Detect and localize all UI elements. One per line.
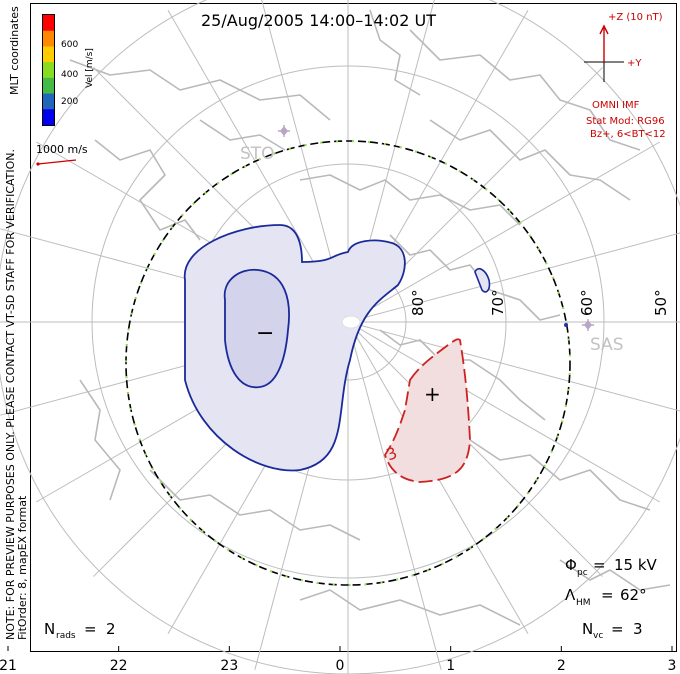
svg-text:HM: HM: [576, 598, 591, 608]
svg-text:=: =: [601, 586, 614, 604]
station-label-sto: STO: [240, 144, 275, 164]
potential-max-marker: +: [424, 382, 441, 406]
mlt-tick-label: 23: [220, 658, 238, 674]
mlt-tick-label: 3: [668, 658, 677, 674]
color-bar-tick-600: 600: [61, 40, 78, 50]
coastlines: [69, 9, 671, 626]
svg-text:=: =: [611, 620, 624, 638]
stat-lambda-hm: Λ HM = 62°: [565, 586, 647, 608]
meridian-line: [347, 141, 661, 323]
positive-potential-cell: [384, 338, 471, 483]
mlt-axis: 21 22 23 0 1 2 3: [0, 646, 676, 674]
stat-model-line1: Stat Mod: RG96: [586, 116, 665, 127]
plot-frame: [30, 3, 677, 652]
station-sto: STO: [240, 125, 290, 164]
color-bar-segment: [43, 77, 54, 95]
latitude-label-60: 60°: [578, 289, 596, 316]
phi-pc-value: 15 kV: [614, 556, 658, 574]
velocity-scale-dot: [36, 162, 40, 166]
lambda-hm-value: 62°: [620, 586, 647, 604]
color-bar-tick-200: 200: [61, 97, 78, 107]
mlt-tick-label: 2: [557, 658, 566, 674]
velocity-scale-bar: [37, 159, 77, 165]
meridian-line: [347, 321, 603, 577]
imf-caption: OMNI IMF: [592, 100, 640, 111]
svg-text:=: =: [593, 556, 606, 574]
mlt-tick-label: 0: [336, 658, 345, 674]
preview-disclaimer: NOTE: FOR PREVIEW PURPOSES ONLY. PLEASE …: [4, 149, 17, 640]
color-bar-segment: [43, 30, 54, 47]
stat-phi-pc: Φ pc = 15 kV: [565, 556, 658, 578]
stat-n-vc: N vc = 3: [582, 620, 643, 641]
imf-z-label: +Z (10 nT): [608, 12, 663, 23]
n-vc-value: 3: [633, 620, 643, 638]
station-sas: SAS: [582, 319, 624, 355]
heppner-maynard-boundary: [125, 140, 571, 586]
svg-text:pc: pc: [577, 568, 588, 578]
meridian-line: [347, 321, 680, 412]
coordinates-label: MLT coordinates: [8, 6, 21, 95]
potential-min-marker: −: [256, 321, 274, 346]
imf-y-label: +Y: [627, 58, 642, 69]
svg-text:Λ: Λ: [565, 586, 576, 604]
meridian-line: [347, 321, 661, 503]
n-rads-value: 2: [106, 620, 116, 638]
color-bar-segment: [43, 15, 54, 32]
vector-dot: [564, 323, 568, 327]
color-bar-segment: [43, 46, 54, 63]
color-bar-segment: [43, 93, 54, 110]
color-bar-tick-400: 400: [61, 70, 78, 80]
imf-dial: +Z (10 nT) +Y OMNI IMF Stat Mod: RG96 Bz…: [584, 12, 666, 140]
stat-n-rads: N rads = 2: [44, 620, 116, 641]
velocity-color-bar: [43, 15, 54, 126]
color-bar-unit: Vel [m/s]: [85, 48, 95, 88]
map-title: 25/Aug/2005 14:00–14:02 UT: [201, 11, 436, 30]
negative-inner-contour: [223, 268, 290, 389]
meridian-line: [347, 321, 442, 670]
negative-potential-cell: [184, 224, 406, 472]
fit-order-note: FitOrder: 8, mapEX format: [16, 495, 29, 640]
svg-text:rads: rads: [56, 631, 76, 641]
color-bar-segment: [43, 109, 54, 126]
meridian-line: [347, 232, 680, 323]
stat-model-line2: Bz+, 6<BT<12: [590, 129, 666, 140]
color-bar-segment: [43, 62, 54, 79]
svg-text:vc: vc: [593, 631, 603, 641]
mlt-tick-label: 1: [446, 658, 455, 674]
latitude-label-80: 80°: [409, 289, 427, 316]
mlt-tick-label: 21: [0, 658, 17, 674]
svg-text:N: N: [44, 620, 55, 638]
small-negative-contour: [474, 268, 491, 293]
svg-text:=: =: [84, 620, 97, 638]
latitude-label-70: 70°: [489, 289, 507, 316]
mlt-tick-label: 22: [110, 658, 128, 674]
latitude-label-50: 50°: [652, 289, 670, 316]
pole-marker: [341, 315, 361, 329]
color-bar-frame: [42, 14, 55, 126]
svg-text:N: N: [582, 620, 593, 638]
station-label-sas: SAS: [590, 335, 624, 355]
velocity-scale-label: 1000 m/s: [36, 143, 88, 156]
svg-text:Φ: Φ: [565, 556, 577, 574]
